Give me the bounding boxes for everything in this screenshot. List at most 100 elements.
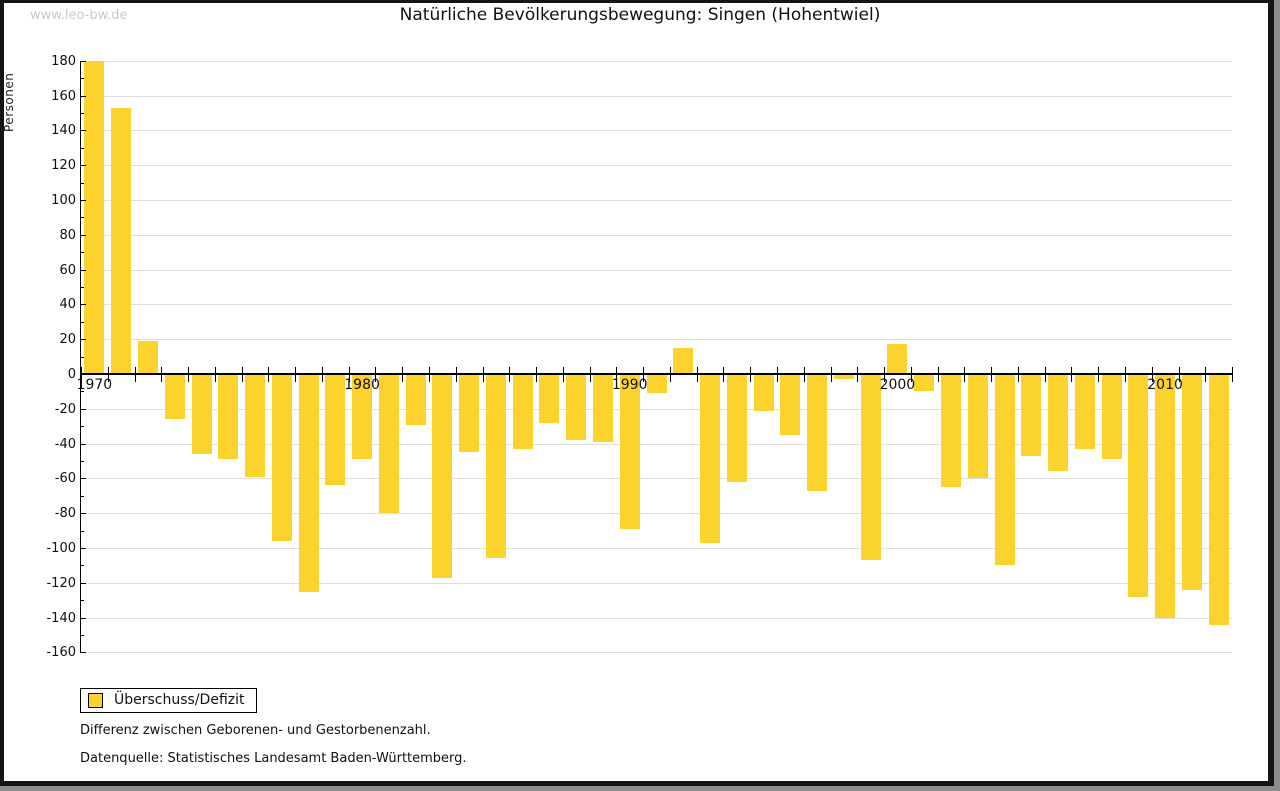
y-tick--10	[80, 391, 84, 393]
gridline-40	[81, 304, 1232, 306]
bar-1988	[566, 374, 587, 441]
bar-1993	[700, 374, 720, 543]
y-tick-label-20: 20	[59, 332, 76, 348]
y-tick-label--120: -120	[46, 575, 76, 591]
y-tick--120	[80, 582, 86, 584]
y-tick-110	[80, 182, 84, 184]
y-tick--70	[80, 495, 84, 497]
y-tick-170	[80, 78, 84, 80]
y-tick--60	[80, 478, 86, 480]
gridline--20	[81, 408, 1232, 410]
y-tick-label-0: 0	[67, 367, 76, 382]
y-tick-label-180: 180	[51, 53, 76, 69]
gridline--40	[81, 443, 1232, 445]
bar-1999	[860, 374, 881, 561]
x-tick-label-2000: 2000	[879, 377, 916, 393]
y-tick--40	[80, 443, 86, 445]
y-tick--80	[80, 513, 86, 515]
bar-1983	[432, 374, 453, 578]
bar-1976	[245, 374, 265, 477]
bar-1995	[753, 374, 774, 411]
gridline-100	[81, 200, 1232, 201]
bar-1975	[218, 374, 239, 460]
bar-2000	[887, 344, 908, 374]
bar-2002	[940, 374, 961, 488]
y-tick-50	[80, 287, 84, 288]
y-tick-70	[80, 252, 84, 254]
y-tick--50	[80, 461, 84, 462]
y-tick--20	[80, 408, 86, 410]
y-axis-line	[80, 60, 81, 653]
y-tick-label-140: 140	[51, 123, 76, 139]
gridline-180	[81, 60, 1232, 62]
bar-2007	[1074, 374, 1095, 449]
bar-2009	[1128, 374, 1149, 597]
y-tick--90	[80, 530, 84, 532]
y-tick--110	[80, 565, 84, 567]
gridline-160	[81, 95, 1232, 97]
gridline-140	[81, 130, 1232, 132]
y-tick-60	[80, 269, 86, 271]
bar-2005	[1021, 374, 1042, 456]
bar-1990	[619, 374, 640, 529]
x-axis-zero-line	[80, 373, 1232, 375]
y-tick-label-100: 100	[51, 193, 76, 208]
bar-1981	[378, 374, 399, 514]
y-tick--140	[80, 617, 86, 619]
y-tick-30	[80, 321, 84, 323]
bar-1984	[459, 374, 480, 453]
y-tick-label-80: 80	[59, 227, 76, 243]
y-tick-label-120: 120	[51, 158, 76, 174]
bar-2010	[1155, 374, 1176, 618]
y-tick--100	[80, 548, 86, 549]
bar-1977	[271, 374, 292, 541]
frame-top	[0, 0, 1280, 3]
y-tick--130	[80, 600, 84, 602]
y-tick-100	[80, 200, 86, 201]
y-tick-label--40: -40	[54, 436, 76, 452]
frame-bottom	[0, 781, 1280, 786]
bar-1987	[539, 374, 560, 423]
gridline--140	[81, 617, 1232, 619]
bar-2012	[1208, 374, 1229, 625]
legend-label: Überschuss/Defizit	[114, 692, 245, 708]
bar-1972	[137, 340, 158, 374]
frame-left	[0, 0, 4, 791]
y-tick-label--140: -140	[46, 610, 76, 626]
bar-1978	[298, 374, 319, 592]
bar-1973	[164, 374, 185, 420]
bar-1997	[807, 374, 828, 491]
bar-1970	[84, 60, 105, 374]
gridline-80	[81, 234, 1232, 236]
y-tick--30	[80, 426, 84, 428]
y-tick-label-160: 160	[51, 88, 76, 104]
bar-1980	[352, 374, 373, 460]
frame-right	[1268, 0, 1274, 791]
legend-color-swatch	[88, 692, 103, 708]
y-tick-label--100: -100	[46, 541, 76, 556]
x-tick-label-1980: 1980	[344, 377, 380, 393]
gridline--120	[81, 582, 1232, 584]
y-tick-160	[80, 95, 86, 97]
y-tick-label--20: -20	[54, 401, 76, 417]
gridline-60	[81, 269, 1232, 271]
x-tick-label-1990: 1990	[611, 377, 648, 393]
y-tick-130	[80, 147, 84, 149]
gridline--60	[81, 478, 1232, 480]
bar-1992	[673, 347, 694, 374]
legend: Überschuss/Defizit	[80, 688, 258, 713]
gridline-120	[81, 165, 1232, 167]
bar-1996	[780, 374, 801, 435]
bar-1991	[646, 374, 667, 394]
bar-2003	[967, 374, 988, 479]
bar-2004	[994, 374, 1015, 566]
y-axis-title: Personen	[2, 72, 16, 132]
bar-1985	[485, 374, 506, 559]
bar-2008	[1101, 374, 1122, 460]
bar-1989	[593, 374, 613, 442]
bar-1998	[833, 374, 854, 380]
bar-2006	[1048, 374, 1068, 472]
x-tick-label-1970: 1970	[76, 377, 113, 393]
y-tick-label-40: 40	[59, 297, 76, 313]
